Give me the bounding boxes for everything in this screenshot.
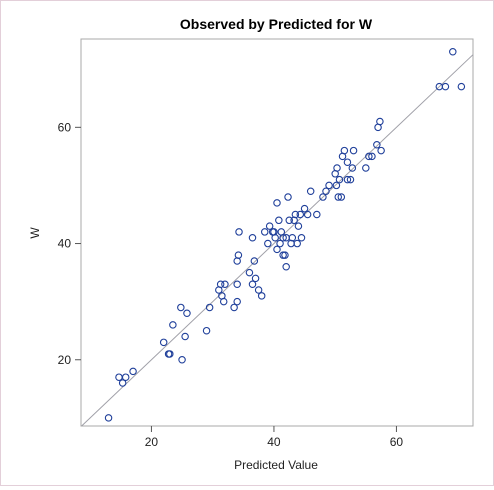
y-axis-label: W [28,227,42,239]
data-point [297,233,306,242]
data-point [293,239,301,248]
data-point [288,233,297,242]
y-tick-label: 20 [58,353,72,367]
chart-title: Observed by Predicted for W [180,16,373,32]
data-point [441,82,450,91]
data-point [166,350,174,358]
data-point [303,210,312,219]
data-point [104,414,113,422]
data-point [219,297,228,306]
data-point [248,233,257,242]
plot-frame [80,38,474,427]
data-point [159,338,168,347]
data-point [183,309,191,318]
data-point [306,187,315,195]
data-point [233,297,241,306]
data-point [121,373,130,381]
plot-area: 20 40 60 20 40 60 [58,38,474,449]
data-point [376,117,384,126]
data-point [118,379,127,387]
data-point [276,239,284,248]
data-point [177,303,185,312]
data-point [221,280,229,288]
data-point [294,222,303,230]
data-point [279,233,287,242]
data-point [230,303,238,312]
data-point [346,175,355,184]
data-point [340,146,349,155]
data-point [264,239,272,248]
data-point [313,210,321,219]
data-point [348,164,357,172]
data-point [337,193,346,201]
data-point [254,286,263,294]
data-point [233,280,241,288]
data-point [281,251,289,259]
data-point [115,373,123,381]
x-axis-label: Predicted Value [234,458,318,472]
data-point [333,164,341,172]
data-point [373,141,381,149]
data-point [362,164,370,172]
data-point [282,263,290,271]
x-tick-label: 40 [267,435,281,449]
y-tick-label: 40 [58,237,72,251]
data-point [248,280,257,288]
data-point [129,367,137,376]
data-point [216,280,225,288]
data-point [291,210,300,219]
data-point [181,332,189,341]
data-point [275,216,283,225]
x-tick-label: 20 [145,435,159,449]
data-point [349,146,358,155]
data-point [325,181,333,190]
y-tick-label: 60 [58,120,72,134]
data-point [334,193,342,201]
data-point [202,326,211,335]
data-point [273,245,281,254]
data-point [368,152,376,161]
data-point [250,257,259,265]
data-point [319,193,327,201]
data-point [235,228,243,236]
data-point [332,181,341,190]
data-point [271,233,279,242]
data-point [322,187,330,195]
data-point [449,48,457,56]
data-point [365,152,373,161]
data-point [257,292,266,300]
data-point [265,222,274,230]
data-point [260,228,269,236]
data-point [377,146,385,155]
data-point [300,204,309,213]
data-point [343,158,352,166]
data-point [169,321,177,329]
x-tick-label: 60 [390,435,404,449]
data-point [285,216,293,225]
data-point [234,251,243,259]
data-point [251,274,260,283]
data-point [273,199,281,207]
data-point [205,303,214,312]
data-point [245,268,254,277]
data-point [284,193,292,201]
data-point [457,82,466,91]
data-point [343,175,352,184]
data-point [296,210,305,219]
data-point [178,356,186,364]
data-point [335,175,344,184]
